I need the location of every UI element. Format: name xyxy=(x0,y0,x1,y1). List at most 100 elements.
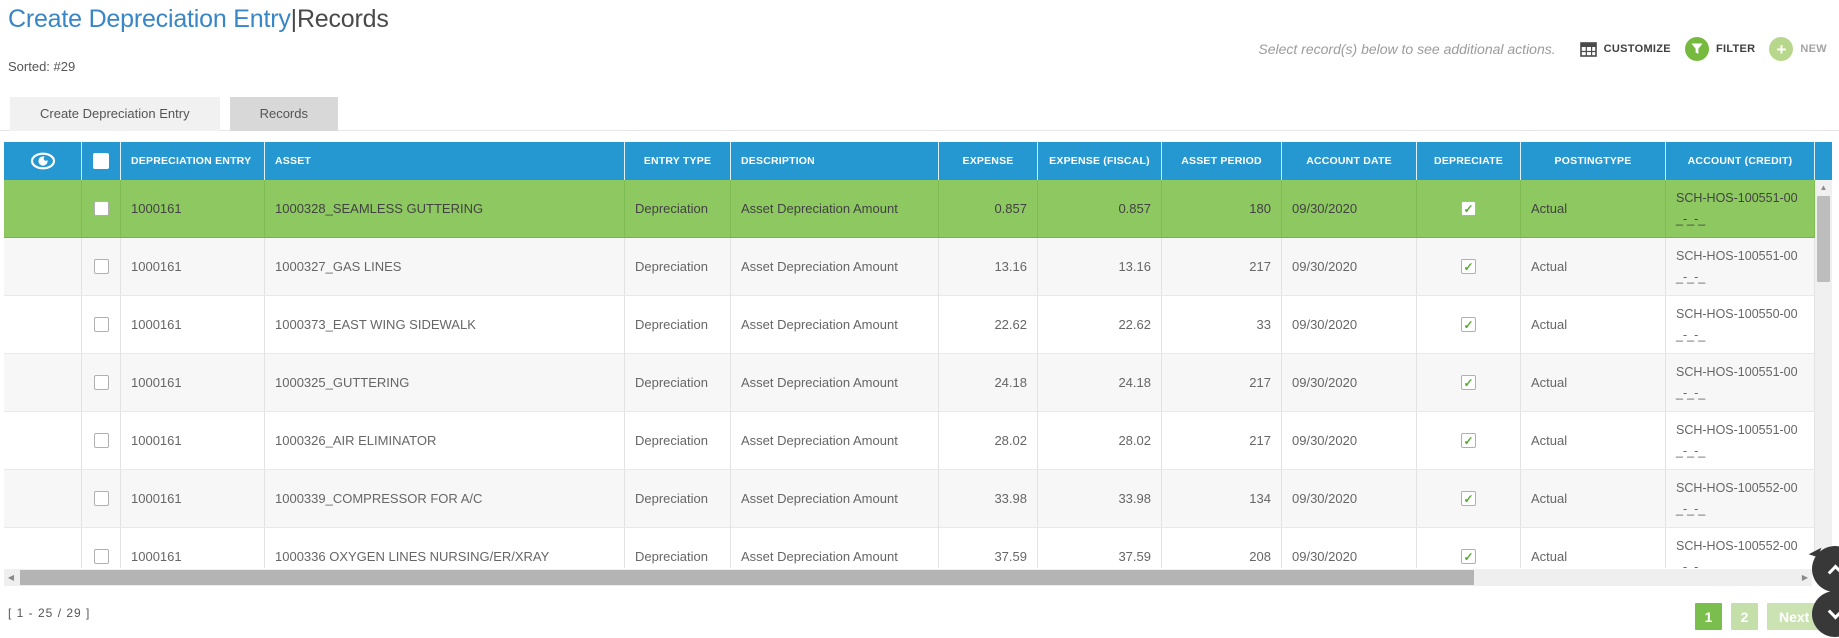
table-row[interactable]: 1000161 1000328_SEAMLESS GUTTERING Depreci… xyxy=(4,180,1815,238)
page-title: Create Depreciation Entry|Records xyxy=(8,5,389,34)
select-all-column-header xyxy=(82,142,121,180)
row-cell-expense: 33.98 xyxy=(939,470,1038,528)
column-header-expense[interactable]: EXPENSE xyxy=(939,142,1038,180)
row-cell-asset_period: 217 xyxy=(1162,238,1282,296)
select-all-checkbox[interactable] xyxy=(93,153,109,169)
column-header-account_date[interactable]: ACCOUNT DATE xyxy=(1282,142,1417,180)
column-header-entry_type[interactable]: ENTRY TYPE xyxy=(625,142,731,180)
depreciate-checkbox[interactable]: ✓ xyxy=(1461,201,1476,216)
row-cell-expense: 0.857 xyxy=(939,180,1038,238)
row-cell-account-credit: SCH-HOS-100552-00 _-_-_ xyxy=(1666,470,1815,528)
row-cell-expense: 37.59 xyxy=(939,528,1038,568)
vertical-scrollbar-thumb[interactable] xyxy=(1817,196,1830,282)
row-cell-entry_type: Depreciation xyxy=(625,354,731,412)
row-select-checkbox[interactable] xyxy=(93,317,109,332)
row-cell-asset: 1000326_AIR ELIMINATOR xyxy=(265,412,625,470)
column-header-depreciate[interactable]: DEPRECIATE xyxy=(1417,142,1521,180)
tab-create-depreciation-entry[interactable]: Create Depreciation Entry xyxy=(10,97,220,131)
row-select-checkbox[interactable] xyxy=(93,491,109,506)
table-row[interactable]: 1000161 1000327_GAS LINES Depreciation Asse… xyxy=(4,238,1815,296)
records-grid: DEPRECIATION ENTRY ASSET ENTRY TYPE DESCRIP… xyxy=(4,142,1832,568)
column-header-posting_type[interactable]: POSTINGTYPE xyxy=(1521,142,1666,180)
horizontal-scrollbar-thumb[interactable] xyxy=(20,570,1474,585)
row-cell-posting_type: Actual xyxy=(1521,296,1666,354)
row-cell-description: Asset Depreciation Amount xyxy=(731,296,939,354)
customize-button[interactable]: CUSTOMIZE xyxy=(1579,41,1671,57)
column-header-asset[interactable]: ASSET xyxy=(265,142,625,180)
row-select-checkbox[interactable] xyxy=(93,549,109,564)
row-cell-select xyxy=(82,354,121,412)
row-cell-select xyxy=(82,238,121,296)
row-select-checkbox[interactable] xyxy=(93,201,109,216)
row-cell-expense: 28.02 xyxy=(939,412,1038,470)
column-header-asset_period[interactable]: ASSET PERIOD xyxy=(1162,142,1282,180)
chevron-up-icon xyxy=(1827,564,1839,580)
row-eye-cell xyxy=(4,470,82,528)
row-select-checkbox[interactable] xyxy=(93,259,109,274)
filter-button[interactable]: FILTER xyxy=(1684,37,1755,61)
depreciate-checkbox[interactable]: ✓ xyxy=(1461,433,1476,448)
row-cell-description: Asset Depreciation Amount xyxy=(731,238,939,296)
row-cell-description: Asset Depreciation Amount xyxy=(731,528,939,568)
table-row[interactable]: 1000161 1000336 OXYGEN LINES NURSING/ER/X… xyxy=(4,528,1815,568)
row-eye-cell xyxy=(4,354,82,412)
row-eye-cell xyxy=(4,412,82,470)
show-hide-column-header[interactable] xyxy=(4,142,82,180)
scroll-up-arrow-icon[interactable]: ▲ xyxy=(1819,182,1828,192)
row-cell-entry_type: Depreciation xyxy=(625,180,731,238)
row-cell-entry_type: Depreciation xyxy=(625,296,731,354)
row-select-checkbox[interactable] xyxy=(93,433,109,448)
row-cell-description: Asset Depreciation Amount xyxy=(731,354,939,412)
row-cell-depreciation_entry: 1000161 xyxy=(121,238,265,296)
row-cell-description: Asset Depreciation Amount xyxy=(731,412,939,470)
row-cell-asset: 1000336 OXYGEN LINES NURSING/ER/XRAY xyxy=(265,528,625,568)
eye-icon xyxy=(30,152,55,170)
depreciate-checkbox[interactable]: ✓ xyxy=(1461,259,1476,274)
table-row[interactable]: 1000161 1000325_GUTTERING Depreciation Asse… xyxy=(4,354,1815,412)
row-cell-description: Asset Depreciation Amount xyxy=(731,180,939,238)
row-eye-cell xyxy=(4,296,82,354)
row-cell-expense_fiscal: 33.98 xyxy=(1038,470,1162,528)
row-cell-depreciation_entry: 1000161 xyxy=(121,470,265,528)
depreciate-checkbox[interactable]: ✓ xyxy=(1461,549,1476,564)
row-cell-asset_period: 208 xyxy=(1162,528,1282,568)
row-cell-asset_period: 180 xyxy=(1162,180,1282,238)
scroll-right-arrow-icon[interactable]: ▶ xyxy=(1801,573,1809,582)
vertical-scrollbar[interactable]: ▲ xyxy=(1815,180,1832,568)
depreciate-checkbox[interactable]: ✓ xyxy=(1461,317,1476,332)
table-row[interactable]: 1000161 1000326_AIR ELIMINATOR Depreciatio… xyxy=(4,412,1815,470)
page-title-separator: | xyxy=(290,5,298,33)
row-cell-entry_type: Depreciation xyxy=(625,238,731,296)
plus-icon: + xyxy=(1769,37,1794,61)
row-cell-account-credit: SCH-HOS-100552-00 _-_-_ xyxy=(1666,528,1815,568)
row-cell-posting_type: Actual xyxy=(1521,412,1666,470)
row-cell-depreciate: ✓ xyxy=(1417,354,1521,412)
row-cell-expense_fiscal: 28.02 xyxy=(1038,412,1162,470)
page-button-1[interactable]: 1 xyxy=(1695,603,1722,630)
tab-records[interactable]: Records xyxy=(229,97,338,131)
row-cell-depreciation_entry: 1000161 xyxy=(121,412,265,470)
row-cell-account-credit: SCH-HOS-100551-00 _-_-_ xyxy=(1666,412,1815,470)
new-button[interactable]: + NEW xyxy=(1769,37,1827,61)
depreciate-checkbox[interactable]: ✓ xyxy=(1461,375,1476,390)
column-header-depreciation_entry[interactable]: DEPRECIATION ENTRY xyxy=(121,142,265,180)
row-cell-depreciation_entry: 1000161 xyxy=(121,528,265,568)
row-cell-expense_fiscal: 13.16 xyxy=(1038,238,1162,296)
depreciate-checkbox[interactable]: ✓ xyxy=(1461,491,1476,506)
row-cell-posting_type: Actual xyxy=(1521,470,1666,528)
row-select-checkbox[interactable] xyxy=(93,375,109,390)
table-row[interactable]: 1000161 1000339_COMPRESSOR FOR A/C Depreci… xyxy=(4,470,1815,528)
scroll-left-arrow-icon[interactable]: ◀ xyxy=(7,573,15,582)
table-row[interactable]: 1000161 1000373_EAST WING SIDEWALK Depreci… xyxy=(4,296,1815,354)
row-cell-posting_type: Actual xyxy=(1521,528,1666,568)
header-filler xyxy=(1815,142,1832,180)
column-header-account_credit[interactable]: ACCOUNT (CREDIT) xyxy=(1666,142,1815,180)
scroll-bottom-fab[interactable] xyxy=(1812,591,1839,637)
new-label: NEW xyxy=(1800,43,1827,55)
column-header-expense_fiscal[interactable]: EXPENSE (FISCAL) xyxy=(1038,142,1162,180)
row-cell-asset_period: 134 xyxy=(1162,470,1282,528)
horizontal-scrollbar[interactable]: ◀ ▶ xyxy=(4,569,1812,586)
row-cell-account-credit: SCH-HOS-100551-00 _-_-_ xyxy=(1666,238,1815,296)
column-header-description[interactable]: DESCRIPTION xyxy=(731,142,939,180)
page-button-2[interactable]: 2 xyxy=(1731,603,1758,630)
